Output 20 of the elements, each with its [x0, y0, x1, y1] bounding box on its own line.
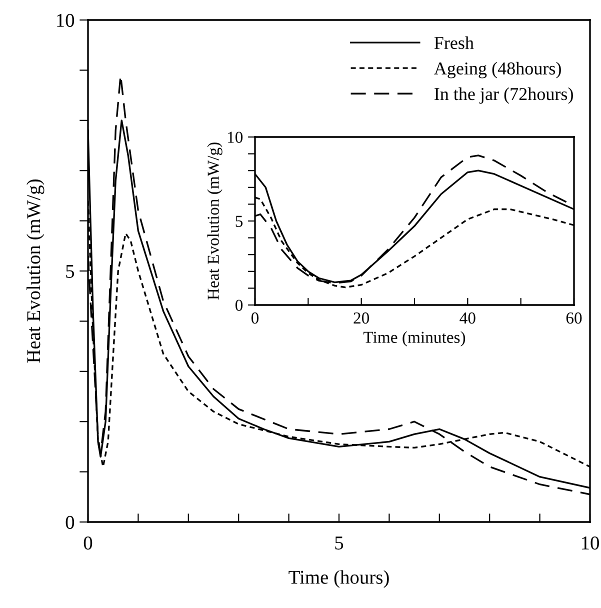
- y-tick-label: 0: [235, 300, 243, 311]
- x-tick-label: 5: [335, 536, 344, 550]
- x-tick-label: 60: [566, 312, 582, 324]
- y-axis-title: Heat Evolution (mW/g): [26, 180, 44, 363]
- x-tick-label: 10: [582, 536, 599, 550]
- y-tick-label: 5: [236, 216, 243, 227]
- y-tick-label: 5: [66, 265, 74, 278]
- x-tick-label: 40: [460, 312, 476, 324]
- legend-label: In the jar (72hours): [434, 87, 573, 104]
- x-tick-label: 0: [84, 536, 92, 550]
- x-tick-label: 20: [354, 312, 370, 324]
- legend-label: Ageing (48hours): [434, 62, 561, 78]
- y-tick-label: 0: [66, 516, 74, 529]
- y-tick-label: 10: [228, 132, 243, 143]
- y-tick-label: 10: [57, 14, 74, 27]
- x-tick-label: 0: [251, 312, 259, 324]
- y-axis-title: Heat Evolution (mW/g): [207, 142, 222, 300]
- x-axis-title: Time (minutes): [363, 331, 466, 346]
- legend-label: Fresh: [434, 36, 474, 50]
- x-axis-title: Time (hours): [288, 570, 389, 588]
